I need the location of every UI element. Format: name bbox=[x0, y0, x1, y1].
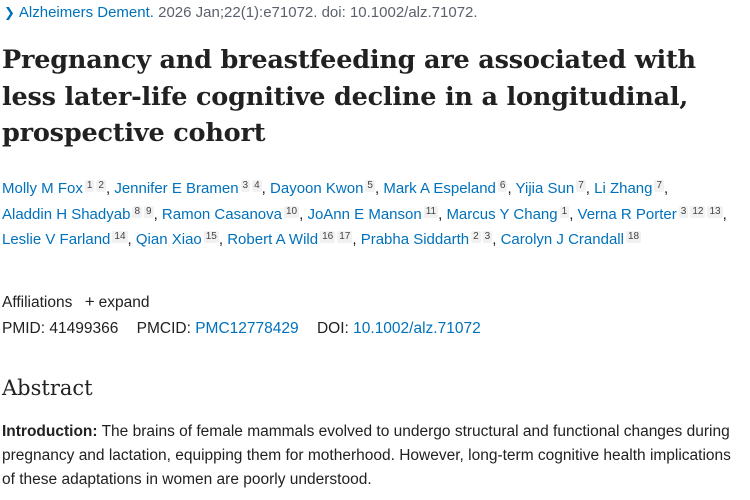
affiliation-number[interactable]: 5 bbox=[365, 180, 375, 192]
introduction-text: The brains of female mammals evolved to … bbox=[2, 423, 731, 488]
affiliation-number[interactable]: 8 bbox=[132, 205, 142, 218]
affiliation-number[interactable]: 1 bbox=[84, 180, 95, 192]
affiliations-row: Affiliations + expand bbox=[2, 292, 149, 312]
pmcid-link[interactable]: PMC12778429 bbox=[195, 320, 299, 337]
author-item: Robert A Wild 16 17, bbox=[227, 231, 357, 249]
author-name-link[interactable]: Leslie V Farland bbox=[2, 231, 111, 249]
author-item: Qian Xiao 15, bbox=[135, 231, 224, 249]
pmid-label: PMID: bbox=[2, 320, 46, 337]
author-item: Yijia Sun 7, bbox=[515, 180, 590, 197]
affiliation-number[interactable]: 3 bbox=[482, 231, 493, 244]
doi-link[interactable]: 10.1002/alz.71072 bbox=[353, 320, 481, 337]
author-item: Mark A Espeland 6, bbox=[383, 180, 512, 197]
abstract-heading: Abstract bbox=[2, 376, 93, 400]
author-name-link[interactable]: Prabha Siddarth bbox=[360, 231, 470, 249]
pmid-value: 41499366 bbox=[49, 320, 119, 337]
author-item: Li Zhang 7, bbox=[594, 180, 669, 197]
identifiers-row: PMID: 41499366 PMCID: PMC12778429 DOI: 1… bbox=[2, 320, 481, 338]
author-name-link[interactable]: Molly M Fox bbox=[2, 180, 83, 197]
author-name-link[interactable]: Mark A Espeland bbox=[383, 180, 496, 197]
author-name-link[interactable]: Dayoon Kwon bbox=[270, 180, 364, 197]
affiliation-number[interactable]: 17 bbox=[337, 231, 353, 244]
affiliation-number[interactable]: 9 bbox=[144, 205, 154, 218]
affiliation-number[interactable]: 15 bbox=[203, 231, 219, 244]
author-item: Aladdin H Shadyab 8 9, bbox=[2, 205, 158, 223]
author-name-link[interactable]: Carolyn J Crandall bbox=[500, 231, 624, 249]
author-name-link[interactable]: Robert A Wild bbox=[227, 231, 319, 249]
author-name-link[interactable]: JoAnn E Manson bbox=[307, 205, 422, 223]
author-item: Dayoon Kwon 5, bbox=[270, 180, 380, 197]
affiliation-number[interactable]: 3 bbox=[240, 180, 251, 192]
citation-line: ❯ Alzheimers Dement. 2026 Jan;22(1):e7107… bbox=[4, 4, 478, 21]
plus-icon: + bbox=[84, 292, 95, 311]
affiliations-label: Affiliations bbox=[2, 294, 73, 311]
expand-label: expand bbox=[98, 294, 150, 311]
author-item: JoAnn E Manson 11, bbox=[307, 205, 443, 223]
affiliation-number[interactable]: 7 bbox=[654, 180, 665, 192]
affiliation-number[interactable]: 12 bbox=[690, 205, 706, 218]
author-item: Verna R Porter 3 12 13, bbox=[577, 205, 727, 223]
affiliation-number[interactable]: 7 bbox=[576, 180, 586, 192]
author-name-link[interactable]: Yijia Sun bbox=[515, 180, 575, 197]
affiliation-number[interactable]: 14 bbox=[112, 231, 128, 244]
author-item: Carolyn J Crandall 18 bbox=[501, 231, 642, 248]
citation-details: 2026 Jan;22(1):e71072. doi: 10.1002/alz.… bbox=[158, 4, 478, 21]
author-name-link[interactable]: Marcus Y Chang bbox=[446, 205, 558, 223]
affiliation-number[interactable]: 6 bbox=[497, 180, 508, 192]
affiliation-number[interactable]: 18 bbox=[625, 231, 642, 244]
expand-affiliations-button[interactable]: + expand bbox=[84, 292, 150, 311]
affiliation-number[interactable]: 4 bbox=[252, 180, 262, 192]
author-name-link[interactable]: Ramon Casanova bbox=[161, 205, 282, 223]
article-title: Pregnancy and breastfeeding are associat… bbox=[2, 45, 696, 148]
author-list: Molly M Fox 1 2, Jennifer E Bramen 3 4, Dayo… bbox=[2, 176, 748, 253]
affiliation-number[interactable]: 13 bbox=[707, 205, 723, 218]
chevron-right-icon[interactable]: ❯ bbox=[4, 5, 15, 20]
affiliation-number[interactable]: 16 bbox=[320, 231, 336, 244]
affiliation-number[interactable]: 2 bbox=[96, 180, 106, 192]
doi-label: DOI: bbox=[316, 320, 349, 337]
affiliation-number[interactable]: 1 bbox=[559, 205, 570, 218]
author-item: Leslie V Farland 14, bbox=[2, 231, 132, 249]
author-name-link[interactable]: Verna R Porter bbox=[577, 205, 677, 223]
author-name-link[interactable]: Li Zhang bbox=[594, 180, 653, 197]
author-name-link[interactable]: Jennifer E Bramen bbox=[114, 180, 239, 197]
affiliation-number[interactable]: 11 bbox=[423, 205, 439, 218]
pmcid-label: PMCID: bbox=[136, 320, 191, 337]
author-item: Prabha Siddarth 2 3, bbox=[360, 231, 497, 249]
author-item: Jennifer E Bramen 3 4, bbox=[114, 180, 266, 197]
author-item: Molly M Fox 1 2, bbox=[2, 180, 111, 197]
author-name-link[interactable]: Aladdin H Shadyab bbox=[2, 205, 131, 223]
author-name-link[interactable]: Qian Xiao bbox=[135, 231, 202, 249]
introduction-label: Introduction: bbox=[2, 423, 98, 440]
affiliation-number[interactable]: 10 bbox=[283, 205, 300, 218]
abstract-paragraph: Introduction: The brains of female mamma… bbox=[2, 420, 747, 492]
author-item: Ramon Casanova 10, bbox=[161, 205, 304, 223]
affiliation-number[interactable]: 2 bbox=[471, 231, 481, 244]
journal-link[interactable]: Alzheimers Dement. bbox=[18, 4, 154, 21]
author-item: Marcus Y Chang 1, bbox=[446, 205, 574, 223]
affiliation-number[interactable]: 3 bbox=[678, 205, 689, 218]
